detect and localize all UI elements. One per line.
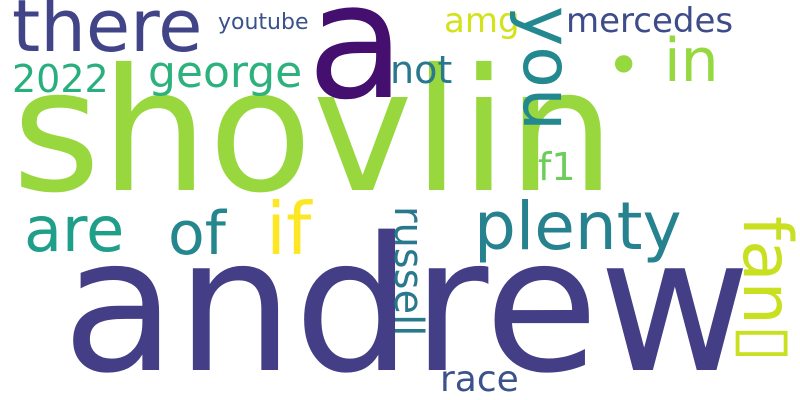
word-in: in (664, 26, 719, 96)
word-if: if (266, 187, 312, 271)
word-a: a (307, 0, 406, 135)
word-you: you (507, 6, 586, 131)
word-2022: 2022 (12, 57, 109, 101)
word-f1: f1 (538, 145, 576, 189)
word-there: there (12, 0, 203, 68)
word-plenty: plenty (474, 188, 682, 265)
word-russell: russell (385, 206, 431, 337)
word-mercedes: mercedes (566, 1, 734, 41)
word-are: are (24, 193, 125, 266)
word-race: race (440, 359, 519, 400)
word-shovlin: shovlin (12, 33, 616, 231)
word-amg: amg (444, 1, 520, 41)
word-youtube: youtube (218, 10, 309, 35)
dot-mark: • (606, 31, 642, 101)
word-andrew: andrew (62, 197, 751, 400)
word-george: george (148, 47, 303, 98)
word-not: not (390, 48, 453, 92)
word-of: of (168, 199, 226, 269)
word-fan: fan▯ (727, 216, 800, 363)
